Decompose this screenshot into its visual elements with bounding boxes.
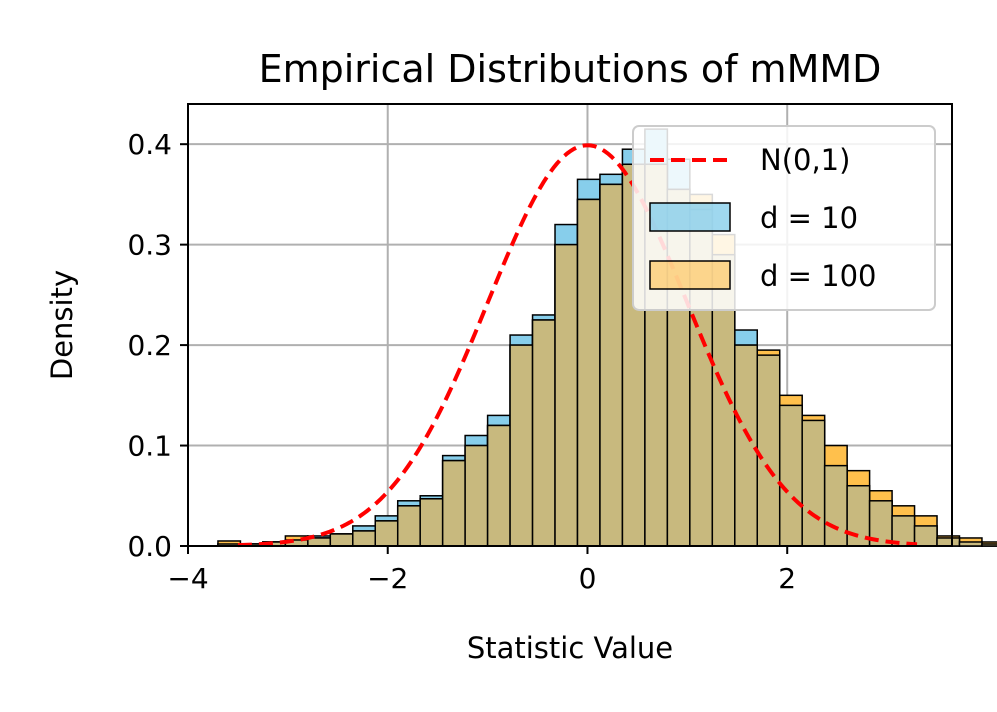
y-tick-label-1: 0.1	[127, 430, 172, 463]
bar-overlap-15	[554, 243, 579, 547]
bar-overlap-5	[329, 533, 354, 547]
bar-overlap-8	[396, 505, 421, 547]
y-axis-label: Density	[45, 270, 79, 380]
axes-frame	[187, 103, 953, 547]
normal-pdf-line	[237, 143, 918, 548]
y-tick-label-0: 0.0	[127, 530, 172, 563]
bar-overlap-26	[801, 419, 826, 547]
legend-swatch-d10	[649, 202, 731, 232]
x-tick-label-2: 0	[579, 562, 597, 595]
x-tick-label-3: 2	[778, 562, 796, 595]
legend-swatch-d100	[649, 260, 731, 290]
bar-overlap-32	[936, 537, 961, 547]
bar-overlap-13	[509, 344, 534, 547]
bar-overlap-12	[486, 424, 511, 547]
bar-overlap-16	[576, 198, 601, 547]
legend-label-normal: N(0,1)	[760, 143, 850, 177]
bar-overlap-11	[464, 444, 489, 547]
bar-overlap-17	[599, 183, 624, 547]
y-tick-label-4: 0.4	[127, 128, 172, 161]
bar-overlap-7	[374, 520, 399, 547]
bar-overlap-27	[823, 464, 848, 547]
legend-label-d10: d = 10	[760, 201, 858, 235]
bar-overlap-31	[913, 525, 938, 547]
y-tick-label-2: 0.2	[127, 329, 172, 362]
y-axis-ticks: 0.0 0.1 0.2 0.3 0.4	[127, 128, 188, 563]
y-tick-label-3: 0.3	[127, 229, 172, 262]
x-axis-ticks: −4 −2 0 2	[167, 546, 796, 595]
legend: N(0,1) d = 10 d = 100	[632, 125, 936, 311]
bar-overlap-6	[352, 530, 377, 547]
x-tick-label-0: −4	[167, 562, 208, 595]
bar-overlap-24	[756, 354, 781, 547]
bar-overlap-34	[981, 543, 997, 547]
bar-overlap-9	[419, 498, 444, 547]
legend-label-d100: d = 100	[760, 259, 877, 293]
bar-overlap-25	[778, 404, 803, 547]
x-axis-label: Statistic Value	[467, 631, 673, 665]
bar-overlap-14	[531, 319, 556, 547]
chart-title: Empirical Distributions of mMMD	[259, 47, 882, 91]
bar-overlap-33	[958, 541, 983, 547]
x-tick-label-1: −2	[367, 562, 408, 595]
bar-overlap-10	[441, 459, 466, 547]
bar-overlap-23	[734, 344, 759, 547]
